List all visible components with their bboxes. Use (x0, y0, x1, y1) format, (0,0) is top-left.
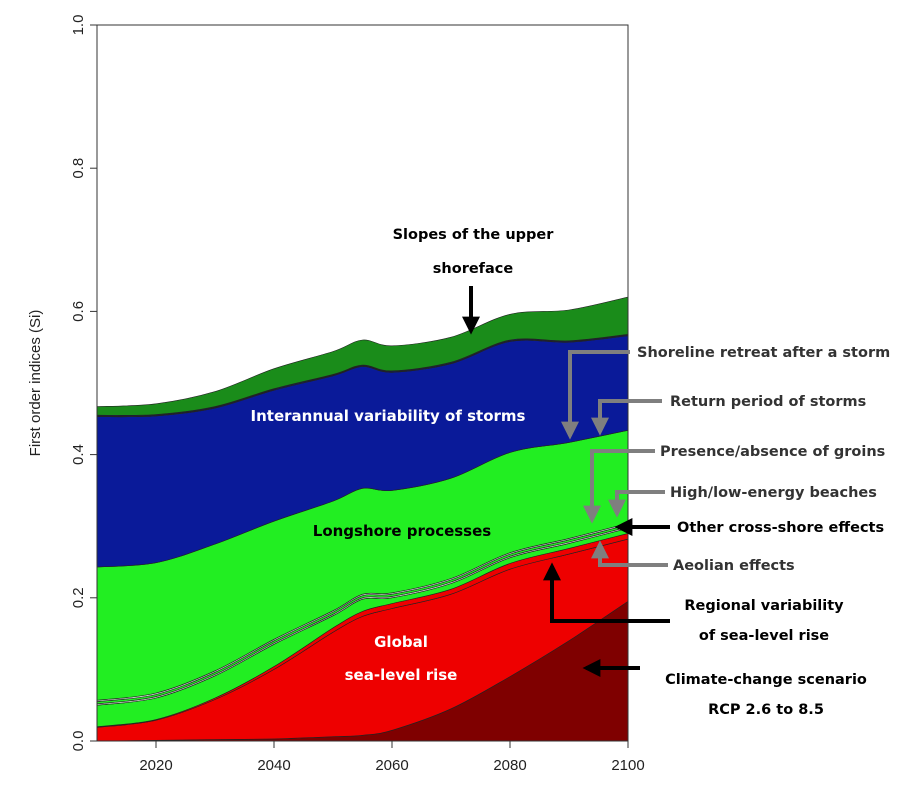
arrow-return (591, 399, 662, 436)
arrow-retreat (561, 350, 630, 440)
plot-frame (96, 24, 629, 742)
stacked-areas (96, 296, 629, 742)
label-longshore: Longshore processes (313, 522, 492, 540)
annotation-slopes-1: Slopes of the upper (393, 227, 555, 243)
label-global-2: sea-level rise (345, 666, 458, 684)
y-tick-label: 0.2 (70, 587, 87, 608)
label-interannual-storms: Interannual variability of storms (251, 407, 526, 425)
x-tick-label: 2080 (493, 757, 526, 774)
arrow-regional (543, 562, 670, 623)
annotation-climate-2: RCP 2.6 to 8.5 (708, 702, 824, 718)
annotation-regional-2: of sea-level rise (699, 628, 829, 644)
annotation-retreat: Shoreline retreat after a storm (637, 345, 890, 361)
annotation-cross-shore: Other cross-shore effects (677, 520, 884, 536)
annotation-slopes-2: shoreface (433, 261, 514, 277)
y-tick-label: 1.0 (70, 15, 87, 36)
arrow-aeolian (591, 540, 668, 567)
y-tick-label: 0.4 (70, 444, 87, 465)
arrow-groins (583, 449, 655, 524)
axis-ticks: 0.0 0.2 0.4 0.6 0.8 1.0 2020 2040 2060 2080 2100 (70, 15, 645, 774)
annotation-climate-1: Climate-change scenario (665, 672, 867, 688)
x-tick-label: 2060 (375, 757, 408, 774)
x-tick-label: 2100 (611, 757, 644, 774)
y-axis-title: First order indices (Si) (27, 310, 44, 457)
arrow-energy (608, 490, 665, 518)
annotation-regional-1: Regional variability (684, 598, 844, 614)
annotation-arrows (462, 286, 670, 677)
annotation-return: Return period of storms (670, 394, 866, 410)
y-tick-label: 0.6 (70, 301, 87, 322)
label-global-1: Global (374, 633, 428, 651)
x-tick-label: 2040 (257, 757, 290, 774)
x-tick-label: 2020 (139, 757, 172, 774)
annotation-energy: High/low-energy beaches (670, 485, 877, 501)
annotation-aeolian: Aeolian effects (673, 558, 795, 574)
annotation-groins: Presence/absence of groins (660, 444, 885, 460)
y-tick-label: 0.8 (70, 158, 87, 179)
y-tick-label: 0.0 (70, 731, 87, 752)
